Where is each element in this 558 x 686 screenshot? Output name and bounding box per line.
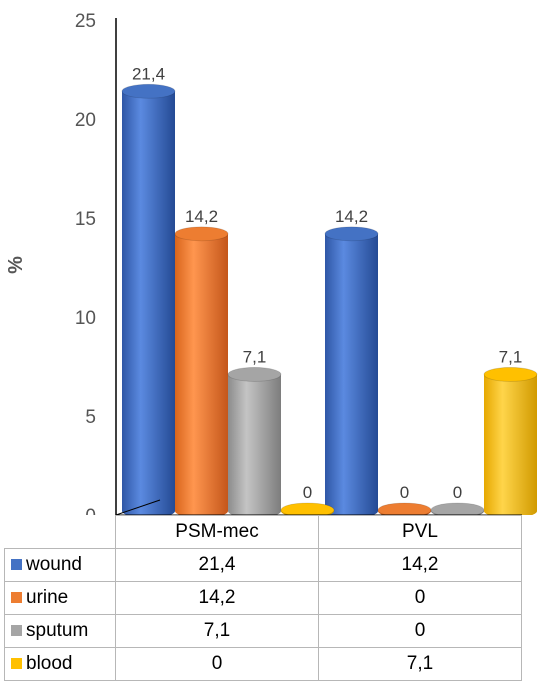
- bar-top: [280, 502, 335, 515]
- bar-top: [121, 83, 176, 99]
- table-corner: [4, 515, 116, 549]
- bar-body: [122, 91, 175, 515]
- legend-label-blood: blood: [26, 652, 73, 674]
- bar-body: [325, 233, 378, 515]
- y-tick-label: 10: [75, 308, 96, 329]
- data-label: 0: [453, 483, 462, 502]
- data-table-header-row: PSM-mec PVL: [4, 515, 522, 549]
- legend-swatch-urine: [11, 592, 22, 604]
- bar-body: [228, 374, 281, 515]
- y-tick-label: 5: [85, 407, 96, 428]
- data-labels: 21,4 14,2 14,2 0 7,1 0 0 7,1: [132, 64, 522, 502]
- bars: [121, 83, 538, 515]
- bar-body: [484, 374, 537, 515]
- data-label: 0: [400, 483, 409, 502]
- category-header-pvl: PVL: [318, 515, 522, 549]
- data-label: 0: [303, 483, 312, 502]
- legend-key-urine: urine: [4, 581, 116, 615]
- y-axis-label: %: [5, 256, 27, 274]
- data-label: 7,1: [499, 347, 523, 366]
- data-label: 21,4: [132, 64, 165, 83]
- legend-key-sputum: sputum: [4, 614, 116, 648]
- table-row: blood 0 7,1: [4, 647, 522, 681]
- legend-key-blood: blood: [4, 647, 116, 681]
- table-cell: 7,1: [115, 614, 319, 648]
- category-header-psm-mec: PSM-mec: [115, 515, 319, 549]
- table-cell: 0: [115, 647, 319, 681]
- bar-wound: [121, 83, 176, 515]
- table-cell: 14,2: [318, 548, 522, 582]
- y-tick-label: 0: [85, 506, 96, 515]
- table-cell: 21,4: [115, 548, 319, 582]
- bar-top: [377, 502, 432, 515]
- data-label: 14,2: [185, 207, 218, 226]
- bar-blood: [280, 502, 335, 515]
- table-row: sputum 7,1 0: [4, 614, 522, 648]
- y-tick-label: 15: [75, 209, 96, 230]
- table-cell: 14,2: [115, 581, 319, 615]
- table-cell: 0: [318, 614, 522, 648]
- legend-label-urine: urine: [26, 586, 69, 608]
- bar-urine: [174, 226, 229, 515]
- bar-blood: [483, 367, 538, 515]
- bar-top: [483, 367, 538, 382]
- bar-wound: [324, 226, 379, 515]
- legend-swatch-blood: [11, 658, 22, 670]
- table-cell: 7,1: [318, 647, 522, 681]
- y-tick-label: 20: [75, 110, 96, 131]
- floor-depth-edge: [115, 499, 161, 515]
- y-tick-label: 25: [75, 11, 96, 32]
- bar-urine: [377, 502, 432, 515]
- bar-sputum: [430, 502, 485, 515]
- legend-key-wound: wound: [4, 548, 116, 582]
- bar-top: [174, 226, 229, 242]
- y-axis-ticks: 0 5 10 15 20 25: [75, 11, 96, 515]
- table-cell: 0: [318, 581, 522, 615]
- legend-swatch-sputum: [11, 625, 22, 637]
- bar-chart: % 0 5 10 15 20 25 21,4 14,2 14,2 0 7,1 0 0 7,1: [5, 11, 538, 515]
- data-label: 14,2: [335, 207, 368, 226]
- data-label: 7,1: [243, 347, 267, 366]
- legend-label-sputum: sputum: [26, 619, 89, 641]
- bar-top: [324, 226, 379, 242]
- legend-swatch-wound: [11, 559, 22, 571]
- bar-top: [227, 367, 282, 382]
- data-table: PSM-mec PVL wound 21,4 14,2 urine 14,2 0…: [4, 515, 522, 681]
- bar-top: [430, 502, 485, 515]
- bar-body: [175, 233, 228, 515]
- table-row: urine 14,2 0: [4, 581, 522, 615]
- table-row: wound 21,4 14,2: [4, 548, 522, 582]
- bar-sputum: [227, 367, 282, 515]
- legend-label-wound: wound: [26, 553, 82, 575]
